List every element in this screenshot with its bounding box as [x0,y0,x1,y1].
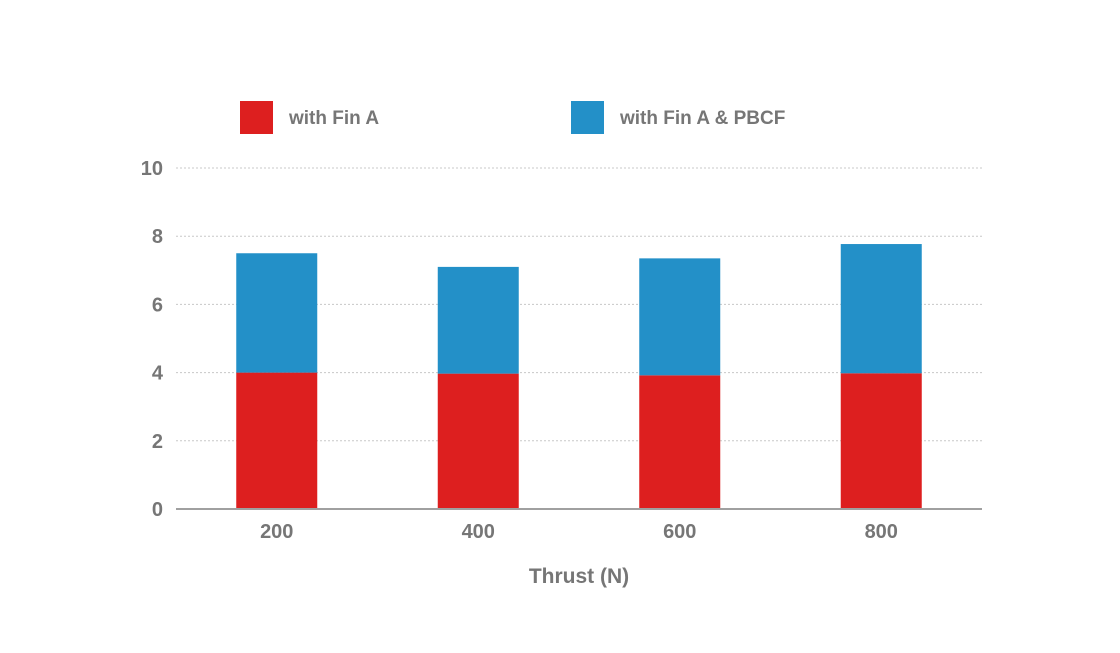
x-tick-label: 600 [663,521,696,543]
x-tick-label: 200 [260,521,293,543]
bar-segment-fin-a-200 [236,372,318,509]
bar-segment-fin-a-800 [840,373,922,509]
bar-segment-fin-a-400 [437,373,519,509]
y-tick-label: 8 [152,226,163,248]
bar-segment-fin-a-pbcf-200 [236,253,318,373]
y-tick-label: 6 [152,294,163,316]
x-axis-title: Thrust (N) [529,565,629,588]
y-tick-label: 10 [141,158,163,180]
bar-segment-fin-a-pbcf-400 [437,266,519,374]
y-tick-label: 2 [152,431,163,453]
x-tick-label: 800 [865,521,898,543]
legend-swatch [240,101,273,134]
bar-segment-fin-a-600 [639,375,721,509]
legend-swatch [571,101,604,134]
legend: with Fin A with Fin A & PBCF [240,101,785,134]
y-tick-labels: 0 2 4 6 8 10 [141,158,164,521]
x-tick-label: 400 [462,521,495,543]
bar-segment-fin-a-pbcf-800 [840,244,922,374]
x-tick-labels: 200 400 600 800 [260,521,898,543]
bars [236,244,922,509]
legend-label: with Fin A & PBCF [619,108,785,129]
y-tick-label: 4 [152,363,164,385]
bar-segment-fin-a-pbcf-600 [639,258,721,376]
y-tick-label: 0 [152,499,163,521]
legend-label: with Fin A [288,108,379,129]
